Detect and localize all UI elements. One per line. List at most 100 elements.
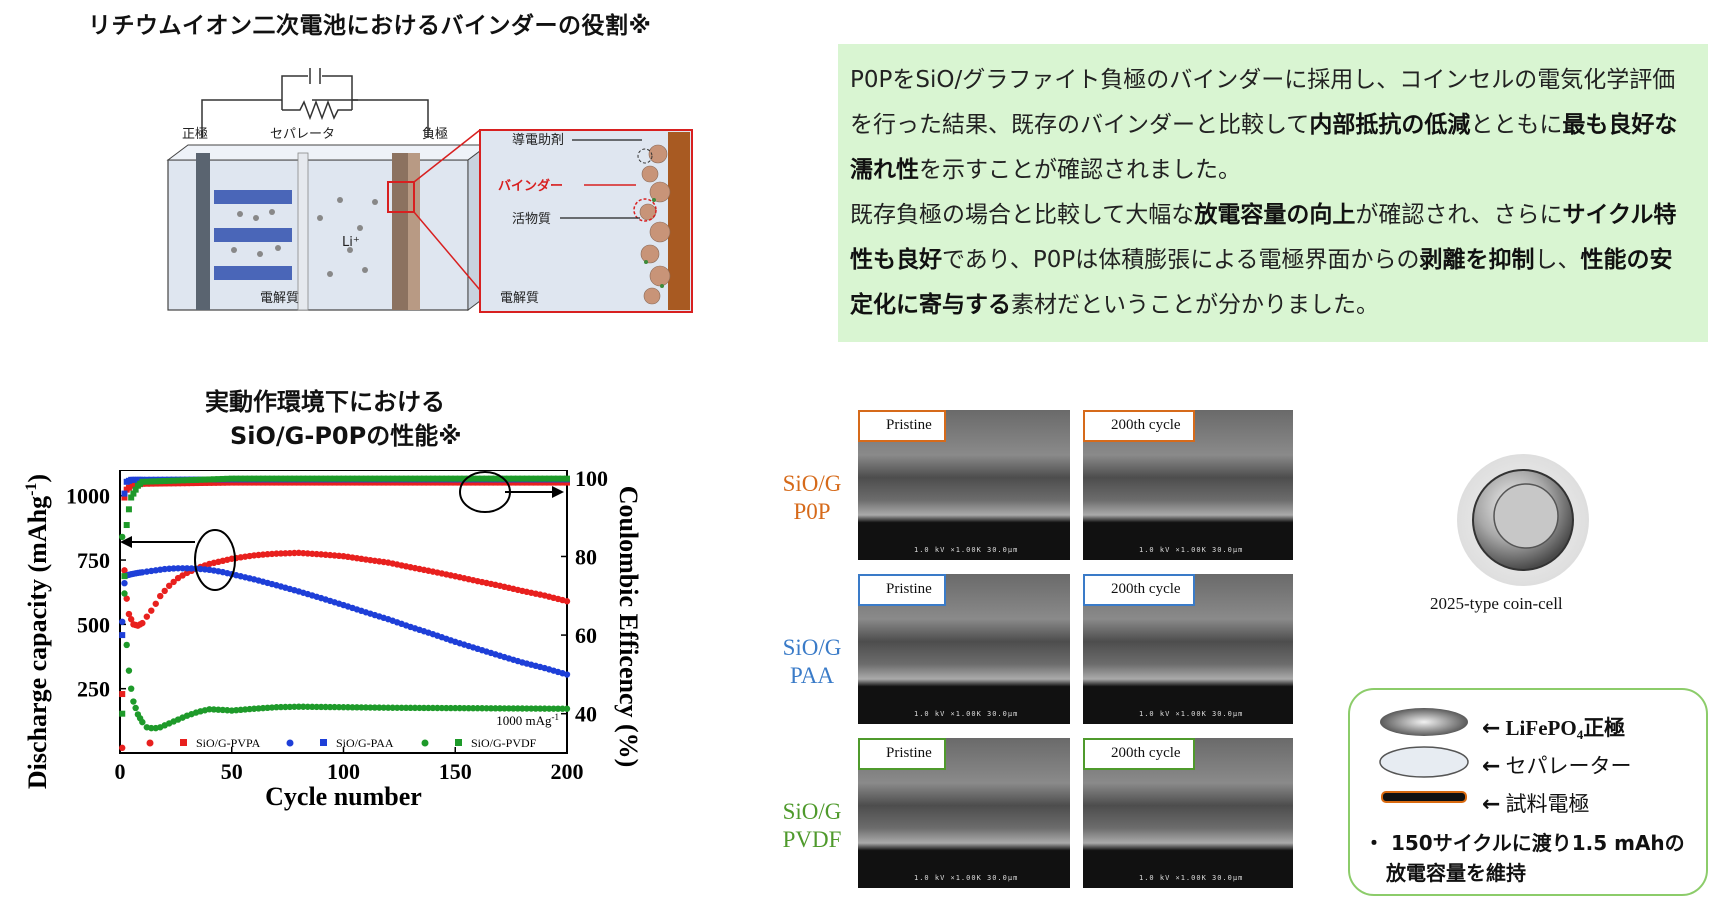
capacity-point bbox=[389, 704, 396, 711]
efficiency-point bbox=[242, 479, 249, 486]
efficiency-point bbox=[367, 475, 374, 482]
efficiency-point bbox=[349, 475, 356, 482]
efficiency-point bbox=[514, 479, 521, 486]
capacity-point bbox=[119, 533, 126, 541]
efficiency-point bbox=[483, 479, 490, 486]
efficiency-point bbox=[353, 475, 360, 482]
capacity-point bbox=[456, 704, 463, 712]
capacity-point bbox=[130, 698, 137, 705]
efficiency-point bbox=[371, 475, 378, 482]
capacity-point bbox=[143, 613, 151, 620]
electrolyte-left-label: 電解質 bbox=[260, 291, 299, 306]
capacity-point bbox=[501, 705, 508, 712]
efficiency-point bbox=[148, 478, 155, 485]
efficiency-point bbox=[389, 479, 396, 486]
efficiency-point bbox=[353, 479, 360, 486]
efficiency-point bbox=[300, 479, 307, 486]
sem-tag: Pristine bbox=[858, 574, 946, 606]
efficiency-point bbox=[358, 475, 365, 482]
capacity-point bbox=[286, 703, 294, 711]
efficiency-point bbox=[559, 475, 566, 482]
efficiency-point bbox=[210, 476, 217, 483]
efficiency-point bbox=[201, 479, 208, 486]
capacity-point bbox=[157, 592, 164, 600]
capacity-point bbox=[331, 703, 338, 711]
efficiency-point bbox=[206, 476, 213, 483]
efficiency-point bbox=[188, 480, 195, 487]
efficiency-point bbox=[224, 475, 231, 482]
efficiency-point bbox=[322, 475, 329, 482]
active-material-label: 活物質 bbox=[512, 212, 551, 227]
capacity-point bbox=[452, 704, 459, 712]
efficiency-point bbox=[532, 475, 539, 482]
efficiency-point bbox=[121, 490, 128, 497]
efficiency-point bbox=[519, 475, 526, 482]
efficiency-point bbox=[121, 494, 128, 501]
capacity-ellipse bbox=[194, 529, 236, 591]
efficiency-point bbox=[179, 477, 186, 484]
capacity-point bbox=[127, 616, 135, 623]
legend-marker-square bbox=[320, 739, 327, 746]
x-tick-label: 100 bbox=[327, 759, 360, 784]
sem-image-200th-cycle: 200th cycle 1.0 kV ×1.00K 30.0μm bbox=[1083, 738, 1293, 888]
capacity-point bbox=[371, 704, 378, 711]
capacity-point bbox=[349, 704, 356, 711]
efficiency-point bbox=[398, 479, 405, 486]
efficiency-point bbox=[295, 475, 302, 482]
capacity-point bbox=[304, 703, 311, 710]
efficiency-point bbox=[492, 475, 499, 482]
efficiency-point bbox=[425, 475, 432, 482]
efficiency-point bbox=[523, 475, 530, 482]
y-tick-label: 750 bbox=[77, 548, 110, 573]
efficiency-point bbox=[161, 478, 168, 485]
efficiency-point bbox=[344, 475, 351, 482]
efficiency-point bbox=[286, 475, 293, 482]
efficiency-point bbox=[228, 479, 235, 486]
capacity-point bbox=[340, 704, 347, 711]
efficiency-point bbox=[559, 479, 566, 486]
capacity-point bbox=[165, 582, 173, 589]
efficiency-point bbox=[309, 475, 316, 482]
capacity-point bbox=[385, 704, 392, 711]
binder-label: バインダー bbox=[498, 178, 563, 194]
x-tick-label: 200 bbox=[551, 759, 584, 784]
capacity-point bbox=[300, 703, 307, 710]
capacity-point bbox=[398, 704, 405, 711]
efficiency-point bbox=[206, 479, 213, 486]
legend-label: SiO/G-PVPA bbox=[196, 736, 261, 750]
capacity-point bbox=[148, 724, 155, 732]
efficiency-point bbox=[429, 479, 436, 486]
efficiency-point bbox=[251, 475, 258, 482]
efficiency-point bbox=[192, 476, 199, 483]
capacity-point bbox=[121, 580, 128, 587]
capacity-point bbox=[309, 703, 316, 711]
x-axis-label: Cycle number bbox=[265, 782, 422, 811]
efficiency-point bbox=[479, 479, 486, 486]
efficiency-point bbox=[456, 479, 463, 486]
efficiency-point bbox=[282, 479, 289, 486]
sem-image-pristine: Pristine 1.0 kV ×1.00K 30.0μm bbox=[858, 574, 1070, 724]
efficiency-point bbox=[268, 479, 275, 486]
legend-marker-circle bbox=[421, 739, 429, 747]
efficiency-point bbox=[246, 475, 253, 482]
coin-layers-illustration bbox=[1379, 708, 1469, 803]
sem-scale-bar-text: 1.0 kV ×1.00K 30.0μm bbox=[914, 546, 1019, 554]
x-tick-label: 0 bbox=[115, 759, 126, 784]
chart-title: 実動作環境下における SiO/G-P0Pの性能※ bbox=[205, 388, 462, 450]
efficiency-point bbox=[344, 479, 351, 486]
capacity-point bbox=[559, 705, 566, 712]
efficiency-point bbox=[125, 506, 132, 513]
legend-marker-circle bbox=[286, 739, 294, 747]
efficiency-point bbox=[447, 479, 454, 486]
capacity-point bbox=[121, 567, 128, 574]
efficiency-point bbox=[479, 475, 486, 482]
efficiency-point bbox=[128, 494, 135, 501]
efficiency-point bbox=[327, 479, 334, 486]
efficiency-point bbox=[264, 479, 271, 486]
capacity-point bbox=[514, 705, 522, 712]
sem-image-pristine: Pristine 1.0 kV ×1.00K 30.0μm bbox=[858, 738, 1070, 888]
efficiency-point bbox=[474, 479, 481, 486]
efficiency-point bbox=[452, 479, 459, 486]
sem-scale-bar-text: 1.0 kV ×1.00K 30.0μm bbox=[914, 710, 1019, 718]
efficiency-point bbox=[407, 479, 414, 486]
